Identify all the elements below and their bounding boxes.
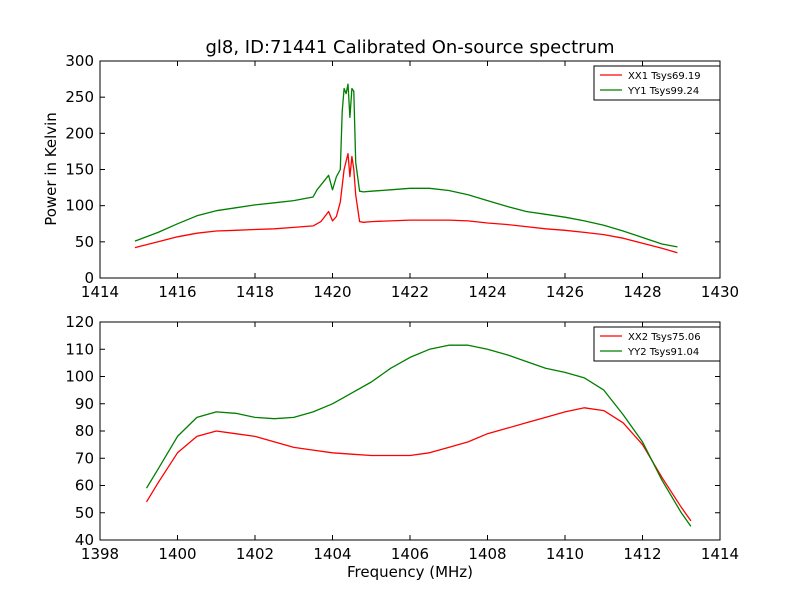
y-tick-label: 120 [65,313,94,331]
plot-2: 1398 1400 1402 1404 1406 1408 1410 1412 1414 40 50… [65,313,739,563]
y-tick-label: 50 [75,504,94,522]
x-tick-label: 1414 [81,283,119,301]
plot-1: 1414 1416 1418 1420 1422 1424 1426 1428 1430 0 50 1… [65,52,739,301]
y-tick-label: 0 [84,269,94,287]
x-tick-label: 1426 [546,283,584,301]
y-tick-label: 70 [75,449,94,467]
x-tick-label: 1424 [468,283,506,301]
x-tick-label: 1408 [468,545,506,563]
plots: 1414 1416 1418 1420 1422 1424 1426 1428 14300501… [65,52,739,563]
y-tick-label: 100 [65,197,94,215]
x-tick-label: 1422 [391,283,429,301]
legend-entry: XX2 Tsys75.06 [628,332,701,343]
legend-entry: YY2 Tsys91.04 [627,347,699,358]
x-tick-label: 1430 [701,283,739,301]
x-tick-label: 1398 [81,545,119,563]
series-line-2-1 [145,407,692,522]
x-tick-label: 1418 [236,283,274,301]
series-line-2-2 [145,344,692,527]
x-tick-label: 1410 [546,545,584,563]
x-tick-label: 1412 [623,545,661,563]
x-tick-label: 1428 [623,283,661,301]
y-tick-label: 150 [65,161,94,179]
y-axis-label: Power in Kelvin [42,112,60,226]
y-tick-label: 110 [65,340,94,358]
y-tick-label: 250 [65,88,94,106]
x-tick-label: 1414 [701,545,739,563]
y-tick-label: 300 [65,52,94,70]
x-tick-label: 1400 [158,545,196,563]
y-tick-label: 80 [75,422,94,440]
x-tick-label: 1406 [391,545,429,563]
y-tick-label: 40 [75,531,94,549]
x-tick-label: 1416 [158,283,196,301]
y-tick-label: 100 [65,368,94,386]
legend-entry: YY1 Tsys99.24 [627,86,699,97]
series-line-1-1 [134,152,678,254]
figure-title: gl8, ID:71441 Calibrated On-source spect… [205,37,614,58]
legend-box [593,326,721,362]
y-tick-label: 50 [75,233,94,251]
x-axis-label: Frequency (MHz) [347,563,473,581]
x-tick-label: 1420 [313,283,351,301]
y-tick-label: 200 [65,124,94,142]
legend-1: XX1 Tsys69.19 YY1 Tsys99.24 [593,65,721,101]
legend-box [593,65,721,101]
legend-2: XX2 Tsys75.06 YY2 Tsys91.04 [593,326,721,362]
legend-entry: XX1 Tsys69.19 [628,71,701,82]
series-line-1-2 [134,83,678,248]
x-tick-label: 1402 [236,545,274,563]
y-tick-label: 60 [75,477,94,495]
y-tick-label: 90 [75,395,94,413]
x-tick-label: 1404 [313,545,351,563]
